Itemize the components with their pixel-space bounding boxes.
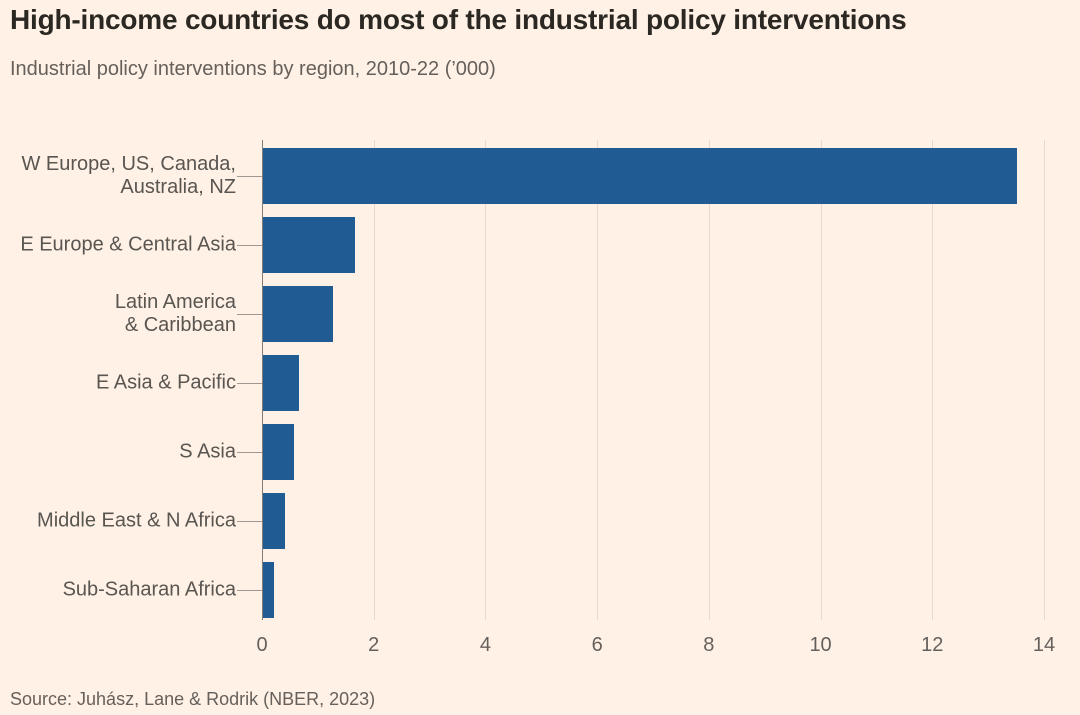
category-label: Latin America & Caribbean bbox=[114, 291, 236, 336]
y-axis-tick bbox=[237, 176, 262, 177]
x-tick-label: 8 bbox=[703, 634, 715, 656]
y-axis-tick bbox=[237, 452, 262, 453]
category-label: E Asia & Pacific bbox=[95, 371, 236, 394]
gridline bbox=[708, 140, 710, 620]
gridline bbox=[1044, 140, 1045, 620]
gridline bbox=[485, 140, 487, 620]
bar-7 bbox=[263, 562, 274, 618]
x-tick-label: 0 bbox=[256, 634, 268, 656]
bar-1 bbox=[263, 148, 1017, 204]
y-axis-tick bbox=[237, 245, 262, 246]
bar-5 bbox=[263, 424, 294, 480]
x-tick-label: 6 bbox=[591, 634, 603, 656]
gridline bbox=[932, 140, 934, 620]
gridline bbox=[373, 140, 375, 620]
bar-6 bbox=[263, 493, 285, 549]
category-label: S Asia bbox=[179, 440, 236, 463]
category-label: Middle East & N Africa bbox=[37, 509, 236, 532]
bar-3 bbox=[263, 286, 333, 342]
y-axis-tick bbox=[237, 521, 262, 522]
x-tick-label: 12 bbox=[921, 634, 944, 656]
x-tick-label: 14 bbox=[1032, 634, 1056, 656]
gridline bbox=[597, 140, 599, 620]
chart-subtitle: Industrial policy interventions by regio… bbox=[10, 58, 496, 80]
source-note: Source: Juhász, Lane & Rodrik (NBER, 202… bbox=[10, 689, 376, 709]
y-axis-tick bbox=[237, 314, 262, 315]
y-axis-tick bbox=[237, 590, 262, 591]
category-label: Sub-Saharan Africa bbox=[62, 578, 236, 601]
bar-4 bbox=[263, 355, 299, 411]
y-axis-tick bbox=[237, 383, 262, 384]
category-label: E Europe & Central Asia bbox=[20, 233, 236, 256]
chart-title: High-income countries do most of the ind… bbox=[10, 4, 907, 35]
plot-area bbox=[262, 140, 1045, 620]
bar-2 bbox=[263, 217, 355, 273]
x-tick-label: 2 bbox=[368, 634, 380, 656]
x-tick-label: 10 bbox=[809, 634, 832, 656]
gridline bbox=[820, 140, 822, 620]
category-label: W Europe, US, Canada, Australia, NZ bbox=[21, 153, 236, 198]
x-tick-label: 4 bbox=[479, 634, 491, 656]
zero-axis-line bbox=[262, 140, 263, 620]
